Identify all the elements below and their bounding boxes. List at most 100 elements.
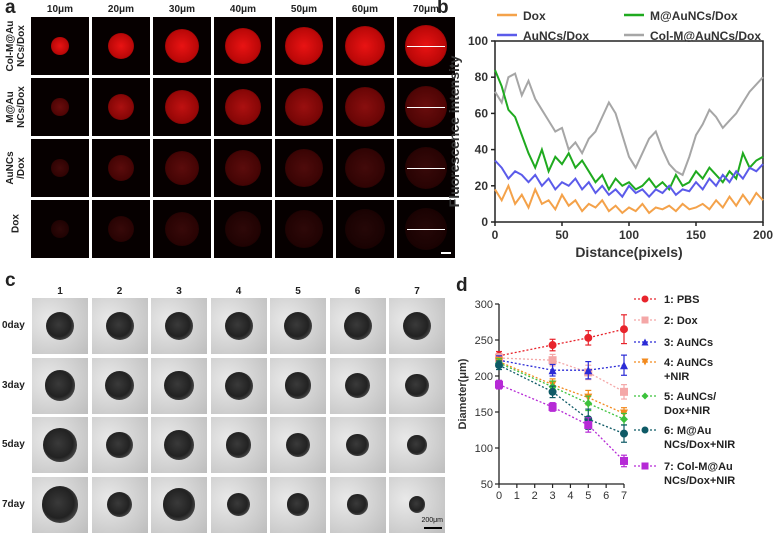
x-tick-label: 0	[496, 490, 502, 502]
legend-swatch-marker	[641, 295, 649, 303]
data-point	[584, 366, 593, 375]
fluorescence-image	[153, 200, 211, 258]
spheroid	[106, 431, 133, 459]
data-point	[548, 387, 557, 396]
brightfield-image	[210, 357, 267, 414]
data-point	[584, 420, 593, 429]
brightfield-image	[270, 476, 326, 533]
scale-bar-label: 200μm	[421, 516, 443, 524]
spheroid	[105, 312, 134, 340]
fluorescence-image	[275, 200, 333, 258]
fluorescence-image	[153, 17, 211, 75]
x-tick-label: 100	[619, 228, 639, 242]
spheroid	[106, 491, 133, 518]
brightfield-image	[91, 298, 148, 354]
panel-a-row-label: AuNCs /Dox	[5, 151, 27, 185]
panel-label-c: c	[5, 270, 16, 291]
series-line	[498, 359, 625, 371]
legend-label: AuNCs/Dox	[523, 29, 589, 43]
legend-label: M@AuNCs/Dox	[650, 9, 738, 23]
fluorescence-image	[153, 78, 211, 136]
fluorescence-image	[214, 17, 272, 75]
y-tick-label: 300	[475, 299, 493, 311]
fluorescence-image	[397, 17, 455, 75]
x-tick-label: 1	[514, 490, 520, 502]
legend-label-line: NCs/Dox+NIR	[664, 475, 735, 487]
legend-label: Col-M@AuNCs/Dox	[650, 29, 761, 43]
panel-a-row-label: Dox	[10, 214, 22, 233]
y-axis-label: Fluorescence intensity	[446, 55, 462, 207]
panel-a-column-label: 40μm	[229, 4, 257, 15]
spheroid-signal	[285, 210, 323, 248]
series-line	[498, 364, 625, 435]
spheroid	[405, 373, 429, 398]
x-tick-label: 2	[532, 490, 538, 502]
spheroid	[224, 312, 253, 340]
data-point	[584, 333, 593, 342]
brightfield-image	[151, 417, 207, 473]
spheroid	[408, 496, 426, 513]
series-line	[498, 361, 625, 414]
series-line-m-auncs-dox	[494, 69, 764, 192]
profile-line	[407, 168, 445, 169]
spheroid	[41, 486, 79, 523]
profile-line	[407, 46, 445, 47]
legend-swatch-marker	[641, 462, 649, 470]
x-tick-label: 6	[603, 490, 609, 502]
spheroid	[407, 435, 427, 455]
brightfield-image	[329, 298, 386, 354]
spheroid	[226, 492, 251, 517]
data-point	[548, 366, 557, 375]
fluorescence-image	[31, 139, 89, 197]
brightfield-image: 200μm	[389, 476, 445, 533]
panel-b-intensity-chart: 0 20 40 60 80 100 0 50 100 150 200 Distance(pixels)…	[446, 9, 773, 260]
legend-label-line: 3: AuNCs	[664, 337, 713, 349]
legend-swatch-marker	[641, 358, 649, 366]
spheroid	[165, 312, 193, 340]
x-tick-label: 7	[621, 490, 627, 502]
profile-line	[407, 107, 445, 108]
spheroid-signal	[51, 159, 69, 177]
x-tick-label: 5	[585, 490, 591, 502]
legend-label: 4: AuNCs +NIR	[664, 357, 713, 383]
panel-a-row-label: Col-M@Au NCs/Dox	[5, 20, 27, 72]
panel-c-row-label: 0day	[2, 320, 25, 331]
fluorescence-image	[31, 17, 89, 75]
data-point	[620, 456, 628, 465]
y-axis-label: Diameter(μm)	[457, 358, 469, 429]
y-tick-label: 50	[481, 479, 493, 491]
legend-swatch-marker	[641, 392, 649, 400]
fluorescence-image	[92, 17, 150, 75]
fluorescence-image	[275, 78, 333, 136]
fluorescence-image	[92, 78, 150, 136]
panel-c-row-label: 5day	[2, 439, 25, 450]
spheroid-signal	[225, 211, 261, 247]
legend-label-line: 6: M@Au	[664, 425, 711, 437]
y-tick-label: 40	[475, 143, 489, 157]
panel-a-column-label: 70μm	[412, 4, 440, 15]
legend-label: 5: AuNCs/Dox+NIR	[664, 391, 716, 417]
series-line	[498, 328, 625, 357]
legend-swatch-marker	[641, 316, 649, 324]
fluorescence-image	[92, 200, 150, 258]
spheroid-signal	[51, 220, 69, 238]
panel-c-column-label: 7	[414, 286, 420, 297]
spheroid	[403, 312, 431, 340]
spheroid	[284, 312, 312, 340]
spheroid	[104, 370, 135, 401]
brightfield-image	[329, 417, 386, 473]
x-tick-label: 150	[686, 228, 706, 242]
panel-d-diameter-chart: 5010015020025030001234567Time(day)Diamet…	[457, 294, 735, 504]
y-tick-label: 100	[475, 443, 493, 455]
panel-a-column-label: 50μm	[290, 4, 318, 15]
data-point	[548, 341, 557, 350]
x-axis-label: Distance(pixels)	[575, 244, 682, 260]
brightfield-image	[32, 298, 88, 354]
spheroid	[225, 432, 252, 458]
panel-c-column-label: 2	[116, 286, 123, 297]
legend-label-line: Dox+NIR	[664, 405, 710, 417]
fluorescence-image	[275, 139, 333, 197]
spheroid-signal	[344, 208, 386, 250]
spheroid	[43, 428, 77, 462]
data-point	[620, 415, 628, 424]
